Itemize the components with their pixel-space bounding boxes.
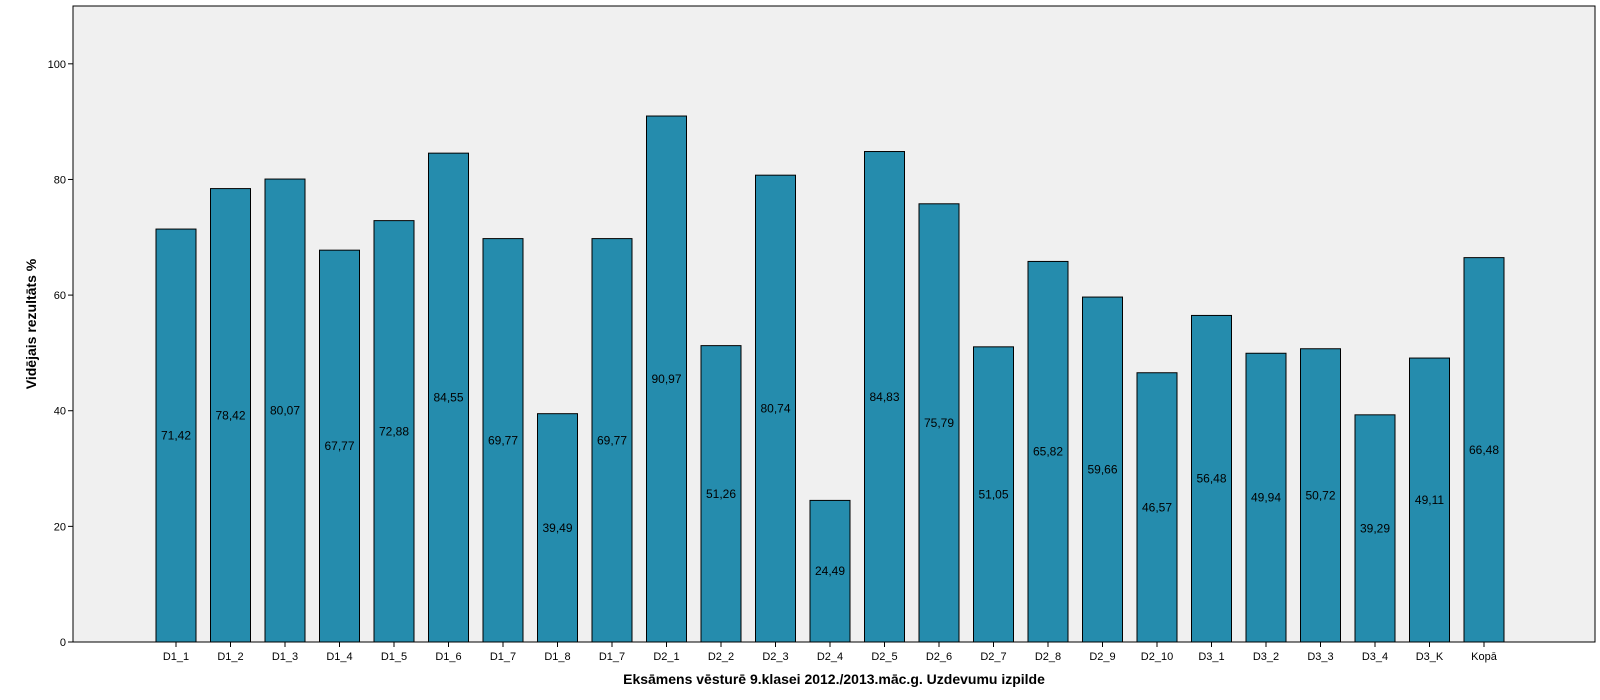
bar-d3_k — [1409, 357, 1450, 643]
data-label: 39,29 — [1360, 521, 1390, 535]
x-tick-label: D1_3 — [272, 651, 298, 663]
data-label: 72,88 — [379, 424, 409, 438]
x-tick-label: D2_8 — [1035, 651, 1061, 663]
x-tick-label: D1_7 — [599, 651, 625, 663]
bar-d2_9 — [1082, 296, 1123, 643]
x-tick-label: D3_1 — [1198, 651, 1224, 663]
x-tick-label: D2_4 — [817, 651, 843, 663]
bar-d1_7 — [591, 238, 633, 643]
x-tick-label: D2_9 — [1089, 651, 1115, 663]
data-label: 84,83 — [869, 390, 899, 404]
y-axis: 0 20 40 60 80 100 — [48, 59, 73, 649]
data-label: 50,72 — [1305, 488, 1335, 502]
bar-d3_4 — [1354, 414, 1396, 643]
data-label: 51,26 — [706, 487, 736, 501]
y-tick-label: 40 — [54, 406, 66, 418]
x-axis: D1_1 D1_2 D1_3 D1_4 D1_5 D1_6 D1_7 D1_8 D1_7 D2_1… — [163, 642, 1498, 663]
bar-d1_6 — [428, 152, 469, 643]
x-tick-label: D2_7 — [980, 651, 1006, 663]
bar-d1_5 — [373, 220, 415, 643]
data-label: 24,49 — [815, 564, 845, 578]
data-label: 49,11 — [1415, 493, 1444, 507]
data-label: 49,94 — [1251, 491, 1281, 505]
x-tick-label: D3_K — [1416, 651, 1444, 663]
x-tick-label: Kopā — [1471, 651, 1498, 663]
bar-d2_3 — [755, 174, 796, 643]
bar-d3_2 — [1245, 352, 1287, 643]
bar-d1_3 — [264, 178, 306, 643]
data-label: 39,49 — [542, 521, 572, 535]
data-label: 51,05 — [978, 487, 1008, 501]
x-tick-label: D3_4 — [1362, 651, 1388, 663]
x-tick-label: D2_10 — [1141, 651, 1173, 663]
x-tick-label: D2_3 — [762, 651, 788, 663]
x-axis-title: Eksāmens vēsturē 9.klasei 2012./2013.māc… — [623, 671, 1045, 687]
data-label: 69,77 — [488, 433, 518, 447]
data-label: 46,57 — [1142, 500, 1172, 514]
y-tick-label: 60 — [54, 290, 66, 302]
bar-d1_8 — [537, 413, 578, 643]
x-tick-label: D3_3 — [1307, 651, 1333, 663]
x-tick-label: D2_6 — [926, 651, 952, 663]
x-tick-label: D1_7 — [490, 651, 516, 663]
data-label: 84,55 — [433, 391, 463, 405]
x-tick-label: D1_5 — [381, 651, 407, 663]
data-label: 80,74 — [760, 402, 790, 416]
y-tick-label: 20 — [54, 521, 66, 533]
data-label: 75,79 — [924, 416, 954, 430]
data-label: 65,82 — [1033, 445, 1063, 459]
data-label: 80,07 — [270, 404, 300, 418]
bar-d2_1 — [646, 115, 687, 643]
x-tick-label: D1_2 — [217, 651, 243, 663]
bar-d2_6 — [918, 203, 960, 643]
bar-d1_4 — [319, 249, 360, 643]
x-tick-label: D2_5 — [871, 651, 897, 663]
y-tick-label: 80 — [54, 174, 66, 186]
data-label: 71,42 — [161, 429, 191, 443]
bar-d3_1 — [1191, 314, 1232, 643]
bar-d2_4 — [809, 499, 851, 643]
bar-d1_1 — [155, 228, 197, 643]
y-tick-label: 0 — [60, 637, 66, 649]
data-label: 66,48 — [1469, 443, 1499, 457]
data-label: 67,77 — [324, 439, 354, 453]
data-label: 59,66 — [1087, 463, 1117, 477]
data-label: 90,97 — [651, 372, 681, 386]
x-tick-label: D3_2 — [1253, 651, 1279, 663]
bar-d2_5 — [864, 151, 905, 643]
y-tick-label: 100 — [48, 59, 66, 71]
x-tick-label: D1_1 — [163, 651, 189, 663]
data-label: 69,77 — [597, 433, 627, 447]
x-tick-label: D1_6 — [435, 651, 461, 663]
data-label: 56,48 — [1196, 472, 1226, 486]
bars-group: 71,42 78,42 80,07 67,77 72,88 84,55 69,77 39,49… — [155, 115, 1505, 643]
x-tick-label: D2_1 — [653, 651, 679, 663]
bar-d1_2 — [210, 188, 251, 643]
bar-d2_8 — [1027, 260, 1069, 643]
x-tick-label: D1_8 — [544, 651, 570, 663]
x-tick-label: D2_2 — [708, 651, 734, 663]
data-label: 78,42 — [215, 408, 245, 422]
x-tick-label: D1_4 — [326, 651, 352, 663]
y-axis-title: Vidējais rezultāts % — [23, 258, 39, 389]
